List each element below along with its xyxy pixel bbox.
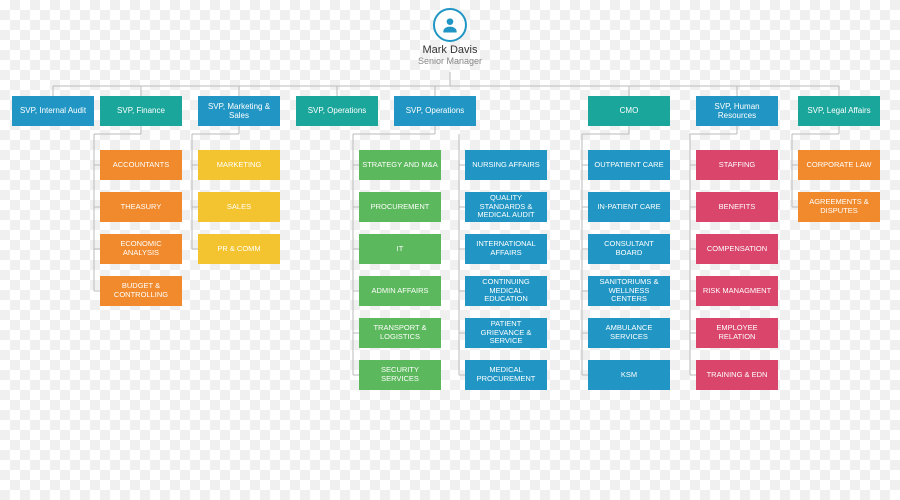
child-box: STRATEGY AND M&A [359,150,441,180]
child-box: MARKETING [198,150,280,180]
child-box: STAFFING [696,150,778,180]
child-box: COMPENSATION [696,234,778,264]
dept-cmo: CMO [588,96,670,126]
child-box: PROCUREMENT [359,192,441,222]
root-node: Mark Davis Senior Manager [418,8,482,66]
child-box: ADMIN AFFAIRS [359,276,441,306]
child-box: PR & COMM [198,234,280,264]
dept-finance: SVP, Finance [100,96,182,126]
org-chart: Mark Davis Senior Manager SVP, Internal … [0,0,900,500]
dept-legal: SVP, Legal Affairs [798,96,880,126]
child-box: AGREEMENTS & DISPUTES [798,192,880,222]
child-box: IN-PATIENT CARE [588,192,670,222]
child-box: ECONOMIC ANALYSIS [100,234,182,264]
child-box: CONSULTANT BOARD [588,234,670,264]
child-box: NURSING AFFAIRS [465,150,547,180]
child-box: BUDGET & CONTROLLING [100,276,182,306]
child-box: SECURITY SERVICES [359,360,441,390]
root-title: Senior Manager [418,56,482,66]
child-box: INTERNATIONAL AFFAIRS [465,234,547,264]
child-box: CORPORATE LAW [798,150,880,180]
child-box: TRANSPORT & LOGISTICS [359,318,441,348]
child-box: RISK MANAGMENT [696,276,778,306]
child-box: THEASURY [100,192,182,222]
child-box: KSM [588,360,670,390]
dept-hr: SVP, Human Resources [696,96,778,126]
child-box: EMPLOYEE RELATION [696,318,778,348]
dept-ops2: SVP, Operations [394,96,476,126]
child-box: BENEFITS [696,192,778,222]
avatar-icon [433,8,467,42]
child-box: TRAINING & EDN [696,360,778,390]
dept-mktg: SVP, Marketing & Sales [198,96,280,126]
dept-ops1: SVP, Operations [296,96,378,126]
root-name: Mark Davis [418,44,482,56]
child-box: IT [359,234,441,264]
child-box: SALES [198,192,280,222]
child-box: QUALITY STANDARDS & MEDICAL AUDIT [465,192,547,222]
child-box: AMBULANCE SERVICES [588,318,670,348]
child-box: ACCOUNTANTS [100,150,182,180]
child-box: CONTINUING MEDICAL EDUCATION [465,276,547,306]
child-box: MEDICAL PROCUREMENT [465,360,547,390]
child-box: SANITORIUMS & WELLNESS CENTERS [588,276,670,306]
child-box: OUTPATIENT CARE [588,150,670,180]
child-box: PATIENT GRIEVANCE & SERVICE [465,318,547,348]
dept-audit: SVP, Internal Audit [12,96,94,126]
